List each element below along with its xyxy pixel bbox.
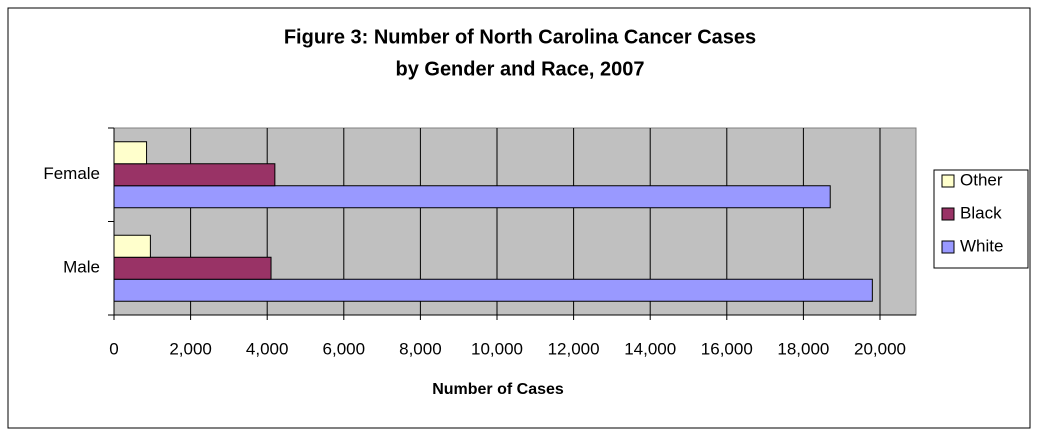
x-tick-label: 4,000 <box>246 339 289 358</box>
legend-swatch <box>941 207 955 221</box>
legend-label: White <box>960 236 1003 255</box>
legend-swatch <box>941 174 955 188</box>
bar <box>113 278 873 302</box>
legend-label: Other <box>960 170 1003 189</box>
x-tick-label: 8,000 <box>399 339 442 358</box>
bar <box>113 163 276 187</box>
x-tick-label: 2,000 <box>169 339 212 358</box>
x-tick-label: 16,000 <box>701 339 753 358</box>
x-axis-title: Number of Cases <box>432 381 564 398</box>
bar <box>113 256 272 280</box>
y-tick-label: Female <box>43 164 100 183</box>
x-tick-label: 6,000 <box>323 339 366 358</box>
chart-title: Figure 3: Number of North Carolina Cance… <box>284 26 756 48</box>
chart-title: by Gender and Race, 2007 <box>395 58 644 80</box>
x-tick-label: 10,000 <box>471 339 523 358</box>
x-tick-label: 12,000 <box>548 339 600 358</box>
bar <box>113 185 831 209</box>
y-tick-label: Male <box>63 258 100 277</box>
x-tick-label: 20,000 <box>854 339 906 358</box>
x-tick-label: 0 <box>109 339 118 358</box>
legend-swatch <box>941 240 955 254</box>
x-tick-label: 14,000 <box>624 339 676 358</box>
bar <box>113 234 151 258</box>
bar <box>113 141 148 165</box>
x-tick-label: 18,000 <box>777 339 829 358</box>
legend-label: Black <box>960 203 1002 222</box>
